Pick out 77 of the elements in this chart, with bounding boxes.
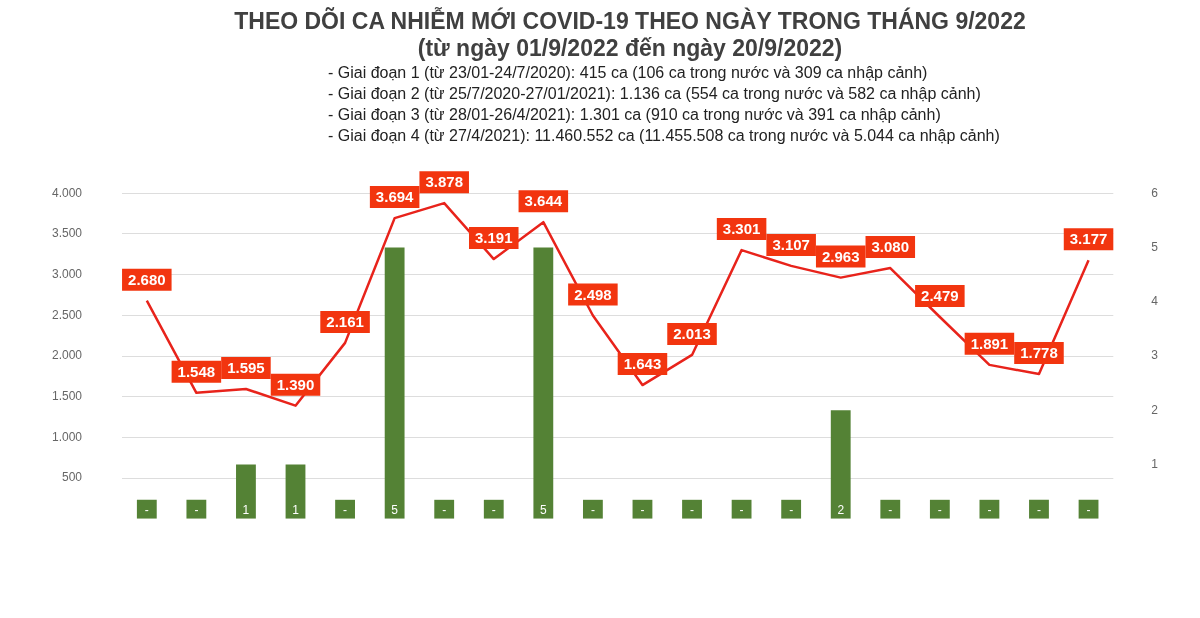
data-label: -: [1036, 503, 1041, 518]
data-label: 2.161: [326, 313, 364, 331]
data-label: 1.548: [177, 362, 216, 380]
bar: [335, 499, 355, 519]
data-label: 3.644: [524, 192, 563, 210]
y-tick-label: 2.000: [52, 348, 83, 363]
data-label: -: [1086, 503, 1091, 518]
bar: [236, 464, 256, 519]
data-label: 3.878: [425, 173, 463, 191]
data-label: 3.080: [871, 238, 910, 256]
y2-tick-label: 5: [1151, 239, 1159, 254]
bar: [384, 247, 405, 519]
data-label: 1.778: [1020, 344, 1058, 362]
data-label: 5: [539, 503, 547, 518]
y2-tick-label: 6: [1151, 185, 1159, 200]
data-label: 1.595: [227, 359, 265, 377]
y-tick-label: 1.000: [52, 429, 83, 444]
y-tick-label: 1.500: [52, 389, 83, 404]
data-label: -: [640, 503, 645, 518]
data-label: -: [442, 503, 447, 518]
data-label: 1.390: [276, 375, 315, 393]
bar: [830, 410, 851, 519]
bar: [483, 499, 504, 519]
data-label: 3.301: [722, 220, 761, 238]
data-label: -: [144, 503, 149, 518]
y2-tick-label: 2: [1151, 402, 1159, 417]
bar: [136, 499, 157, 519]
y-tick-label: 4.000: [52, 185, 83, 200]
bar: [434, 499, 455, 519]
data-label: -: [789, 503, 794, 518]
text: - Giai đoạn 3 (từ 28/01-26/4/2021): 1.301 ca (910 ca trong nước và 391 ca nhập cảnh): [328, 105, 942, 125]
chart-title: THEO DÕI CA NHIỄM MỚI COVID-19 THEO NGÀY TRONG THÁNG 9/2022: [233, 8, 1027, 35]
y2-tick-label: 1: [1151, 456, 1159, 471]
y-tick-label: 3.500: [52, 226, 83, 241]
data-label: 3.177: [1069, 230, 1108, 248]
data-label: 1.643: [623, 355, 662, 373]
data-label: 2: [837, 503, 845, 518]
data-label: 1: [292, 503, 300, 518]
data-label: -: [343, 503, 348, 518]
data-label: -: [690, 503, 695, 518]
bar: [1029, 499, 1049, 519]
text: - Giai đoạn 2 (từ 25/7/2020-27/01/2021): 1.136 ca (554 ca trong nước và 582 ca nhập cảnh): [328, 84, 982, 104]
chart-subtitle: (từ ngày 01/9/2022 đến ngày 20/9/2022): [416, 35, 844, 62]
bar: [731, 499, 752, 519]
data-label: -: [590, 503, 595, 518]
bar: [880, 499, 901, 519]
data-label: -: [194, 503, 199, 518]
bar: [533, 247, 554, 519]
bar: [929, 499, 950, 519]
data-label: 5: [391, 503, 399, 518]
data-label: -: [739, 503, 744, 518]
data-label: 3.694: [375, 188, 415, 206]
bar: [682, 499, 702, 519]
y-tick-label: 3.000: [52, 266, 83, 281]
data-label: 1.891: [970, 335, 1009, 353]
bar: [781, 499, 802, 519]
data-label: 2.963: [821, 247, 860, 265]
data-label: 1: [242, 503, 250, 518]
data-label: -: [491, 503, 496, 518]
text: - Giai đoạn 1 (từ 23/01-24/7/2020): 415 ca (106 ca trong nước và 309 ca nhập cảnh): [328, 63, 929, 83]
data-label: 3.107: [772, 236, 810, 254]
data-label: -: [987, 503, 992, 518]
y2-tick-label: 3: [1151, 348, 1159, 363]
data-label: 2.680: [128, 270, 166, 288]
data-label: 2.498: [574, 285, 612, 303]
y-tick-label: 2.500: [52, 307, 83, 322]
bar: [285, 464, 306, 519]
bar: [582, 499, 603, 519]
y2-tick-label: 4: [1151, 294, 1159, 309]
data-label: 2.013: [673, 325, 711, 343]
data-label: 2.479: [921, 287, 959, 305]
data-label: -: [888, 503, 893, 518]
y-tick-label: 500: [62, 470, 83, 485]
data-label: 3.191: [474, 229, 513, 247]
bar: [186, 499, 207, 519]
text: - Giai đoạn 4 (từ 27/4/2021): 11.460.552 ca (11.455.508 ca trong nước và 5.044 ca nhập cảnh): [328, 126, 1001, 146]
data-label: -: [937, 503, 942, 518]
